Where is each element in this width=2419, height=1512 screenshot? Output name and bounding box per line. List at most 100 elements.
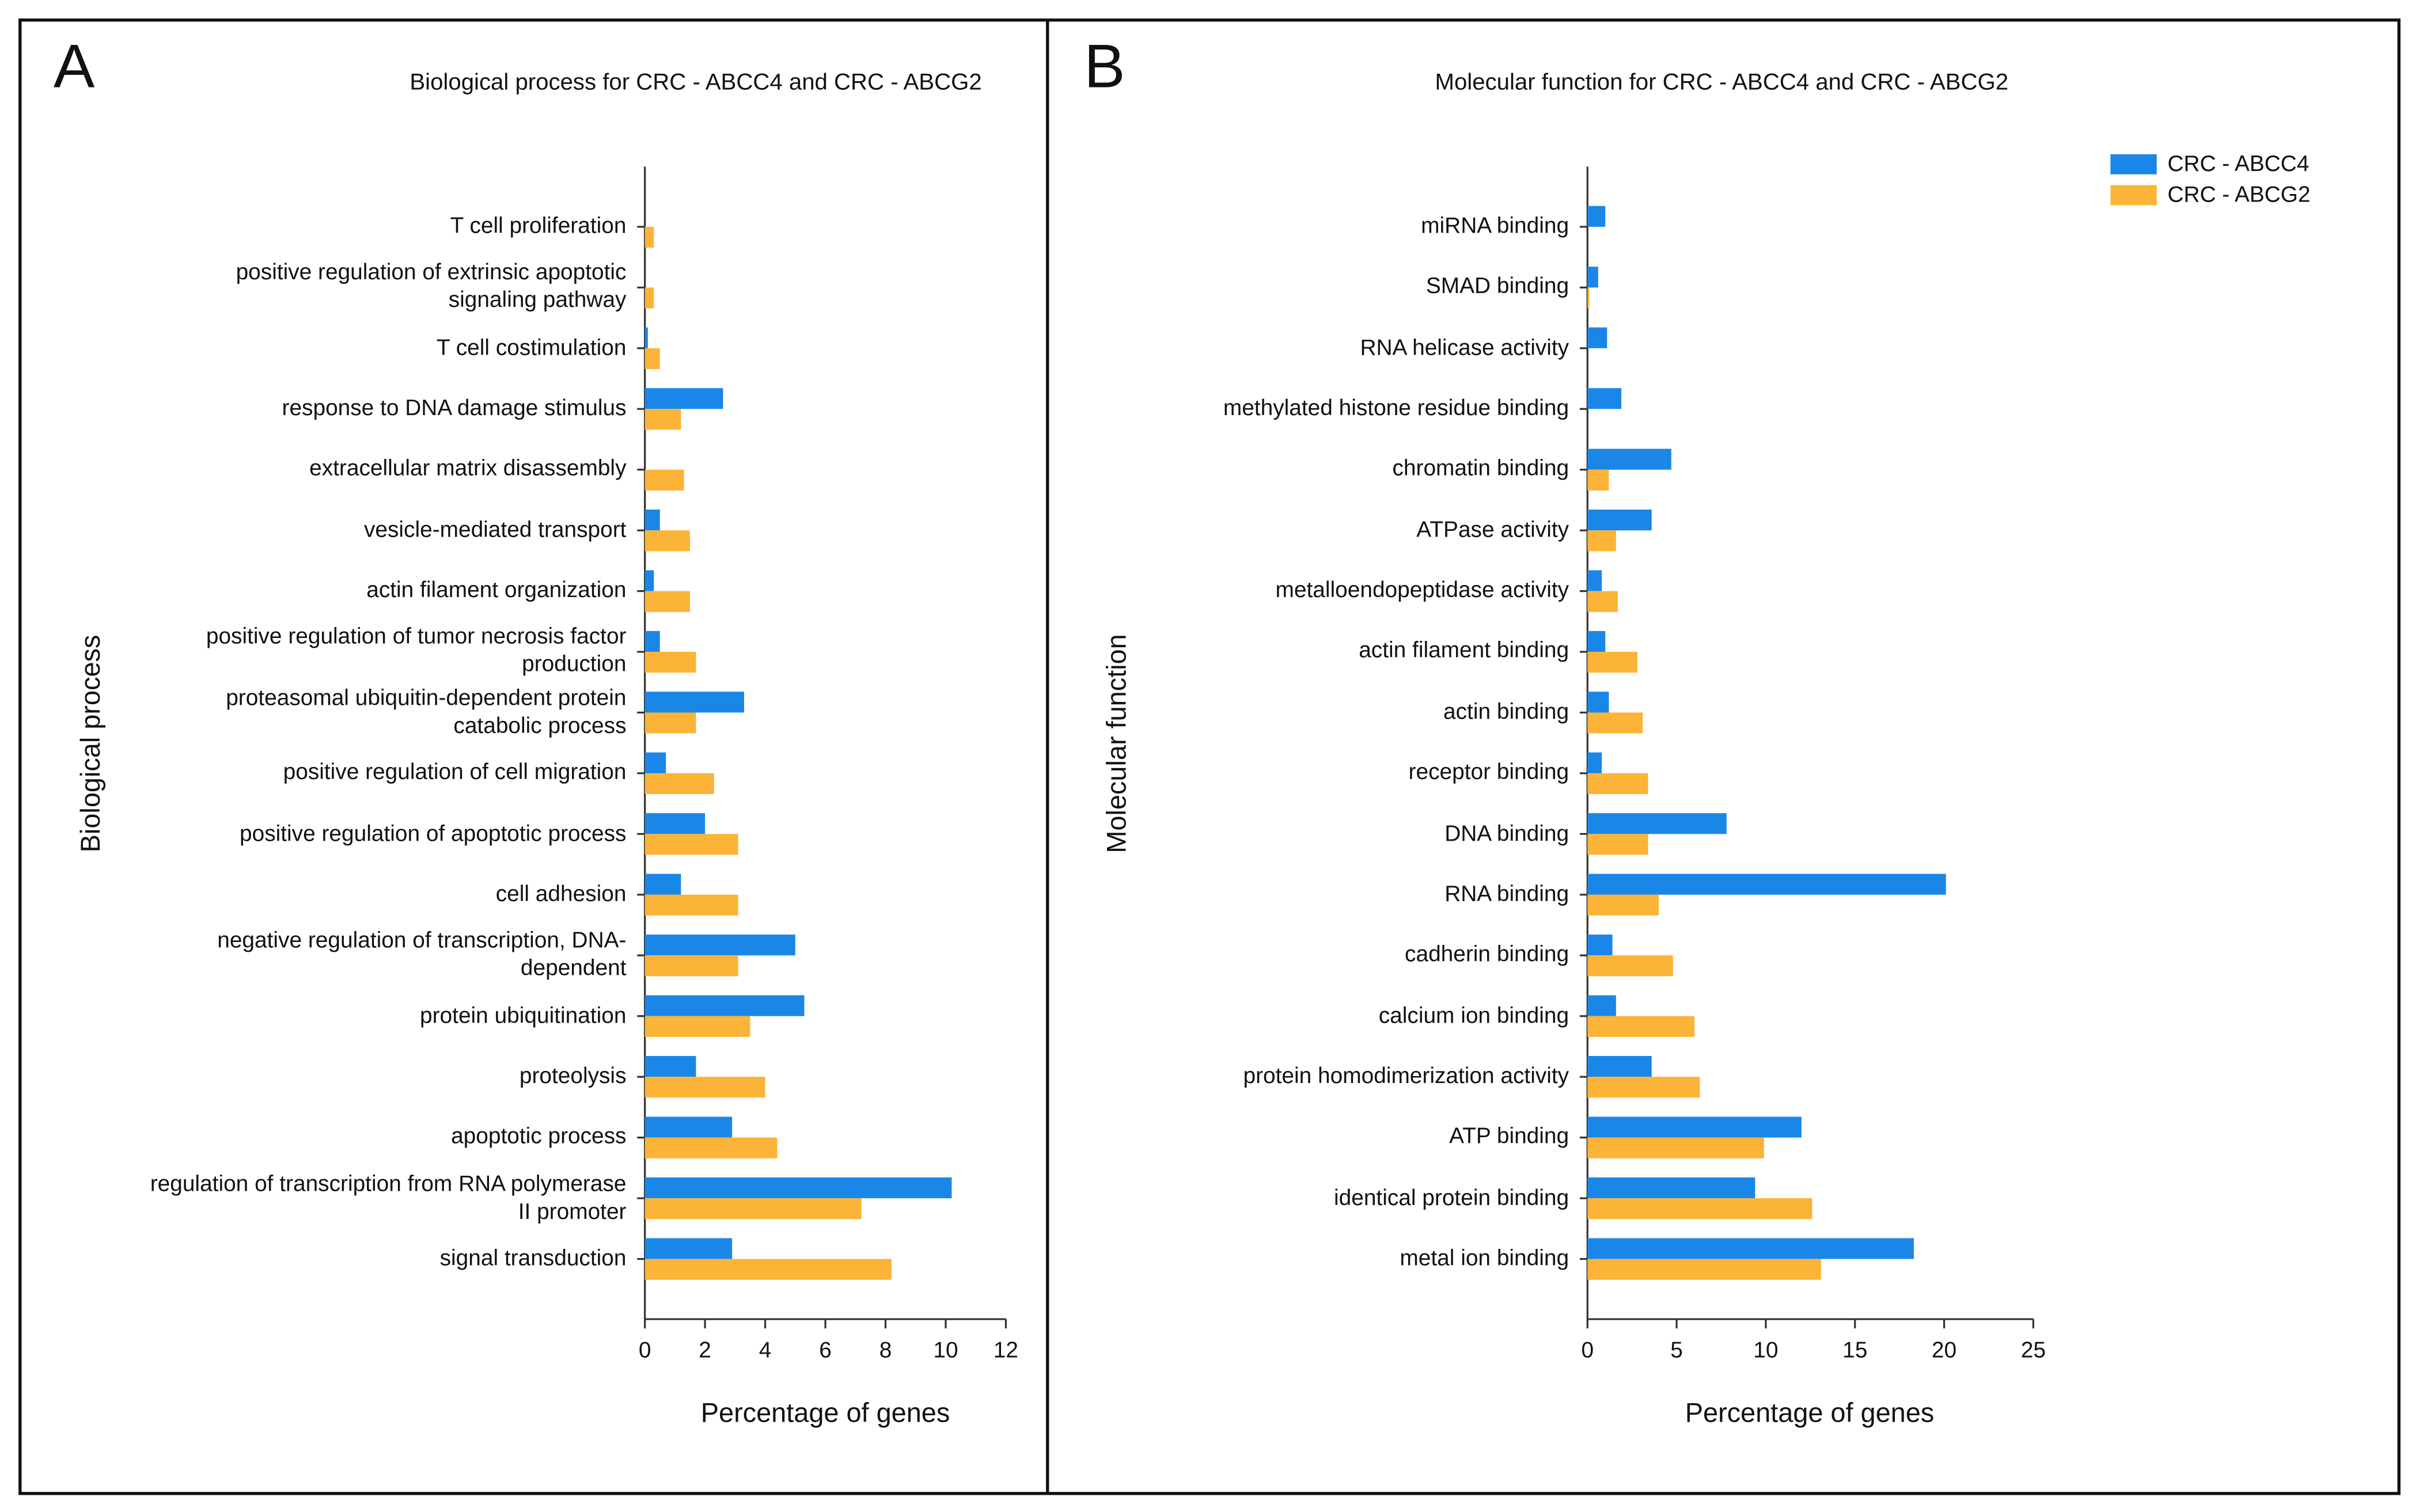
y-tick-label-box: positive regulation of apoptotic process: [148, 803, 626, 865]
y-tick-label: protein homodimerization activity: [1243, 1064, 1569, 1089]
y-tick-label: calcium ion binding: [1378, 1004, 1569, 1029]
y-tick-label-box: proteolysis: [520, 1065, 627, 1089]
bar: [644, 752, 666, 773]
y-tick-label: proteasomal ubiquitin-dependent protein …: [226, 686, 627, 739]
y-tick-label-box: chromatin binding: [1091, 439, 1569, 500]
bar: [1587, 509, 1652, 531]
y-tick-label: identical protein binding: [1334, 1186, 1569, 1211]
y-tick-label: positive regulation of apoptotic process: [240, 821, 627, 846]
bar: [644, 1177, 952, 1199]
frame: [18, 18, 2401, 1495]
bar: [644, 1077, 765, 1098]
y-tick-label-box: methylated histone residue binding: [1223, 397, 1569, 421]
bar: [1587, 834, 1648, 855]
y-tick-label: positive regulation of tumor necrosis fa…: [206, 625, 627, 678]
bar: [1587, 1177, 1756, 1199]
bar: [1587, 1116, 1802, 1138]
y-tick-label-box: ATP binding: [1091, 1107, 1569, 1168]
bar: [1587, 469, 1609, 491]
bar: [644, 348, 660, 369]
y-tick-label-wrap: metalloendopeptidase activity: [1091, 560, 1569, 622]
bar: [644, 469, 684, 491]
y-tick-label-box: protein ubiquitination: [420, 1004, 627, 1029]
bar: [644, 813, 706, 834]
y-tick-label-box: actin filament organization: [366, 579, 626, 603]
bar: [644, 692, 745, 713]
bar: [1587, 773, 1648, 795]
y-tick-label-wrap: cadherin binding: [1091, 925, 1569, 986]
x-tick-label: 0: [639, 1338, 651, 1363]
bar: [644, 894, 738, 916]
bar: [644, 1056, 696, 1077]
bar: [644, 995, 805, 1016]
y-tick-label: ATP binding: [1449, 1125, 1569, 1150]
y-tick-label-wrap: identical protein binding: [1091, 1167, 1569, 1229]
bar: [1587, 570, 1602, 591]
bar: [644, 712, 696, 734]
bar: [1587, 267, 1598, 288]
y-tick-label-wrap: cell adhesion: [148, 864, 627, 925]
y-tick-label-box: T cell proliferation: [450, 214, 627, 239]
y-tick-label-box: RNA helicase activity: [1360, 336, 1569, 360]
y-tick-label-wrap: ATPase activity: [1091, 500, 1569, 561]
bar: [644, 570, 654, 591]
y-tick-label: positive regulation of cell migration: [283, 761, 627, 786]
x-tick-label: 8: [879, 1338, 892, 1363]
legend-label: CRC - ABCC4: [2167, 151, 2309, 176]
x-tick-label: 2: [699, 1338, 711, 1363]
y-tick-label: apoptotic process: [451, 1125, 627, 1150]
y-tick-label: signal transduction: [439, 1247, 627, 1271]
y-tick-label-wrap: positive regulation of extrinsic apoptot…: [148, 257, 627, 318]
y-tick-label: positive regulation of extrinsic apoptot…: [236, 261, 627, 314]
y-tick-label-wrap: ATP binding: [1091, 1107, 1569, 1168]
y-tick-label-wrap: miRNA binding: [1091, 196, 1569, 257]
bar: [1587, 692, 1609, 713]
y-tick-label: metalloendopeptidase activity: [1275, 579, 1569, 604]
y-tick-label-wrap: calcium ion binding: [1091, 985, 1569, 1047]
y-tick-label-wrap: chromatin binding: [1091, 439, 1569, 500]
y-tick-label: response to DNA damage stimulus: [282, 396, 627, 421]
bar: [1587, 752, 1602, 773]
y-tick-label-box: SMAD binding: [1425, 275, 1569, 300]
y-tick-label-wrap: signal transduction: [148, 1228, 627, 1290]
bar: [644, 955, 738, 977]
panel-label: A: [54, 32, 95, 101]
bar: [1587, 1137, 1764, 1158]
bar: [644, 773, 714, 795]
y-tick-label: SMAD binding: [1425, 275, 1569, 300]
y-tick-label: actin binding: [1443, 700, 1569, 725]
y-tick-label-box: signal transduction: [148, 1228, 627, 1290]
y-tick-label-wrap: positive regulation of apoptotic process: [148, 803, 626, 865]
y-tick-label: T cell costimulation: [436, 336, 627, 361]
y-tick-label: protein ubiquitination: [420, 1004, 627, 1029]
bar: [644, 834, 738, 855]
bar: [644, 509, 660, 531]
y-tick-label-box: DNA binding: [1444, 822, 1569, 846]
bar: [1587, 1077, 1700, 1098]
y-tick-label: cell adhesion: [495, 882, 627, 907]
y-tick-label-box: proteasomal ubiquitin-dependent protein …: [148, 682, 626, 743]
bar: [1587, 934, 1613, 956]
x-axis-title: Percentage of genes: [701, 1398, 950, 1428]
y-tick-label-wrap: vesicle-mediated transport: [148, 500, 627, 561]
legend-label: CRC - ABCG2: [2167, 183, 2310, 207]
bar: [1587, 1259, 1821, 1280]
bar: [644, 226, 654, 248]
y-tick-label: regulation of transcription from RNA pol…: [150, 1172, 627, 1225]
x-tick-label: 10: [1753, 1338, 1778, 1363]
x-tick-label: 5: [1670, 1338, 1683, 1363]
y-tick-label-wrap: receptor binding: [1091, 742, 1569, 804]
y-tick-label-box: response to DNA damage stimulus: [282, 396, 627, 421]
y-tick-label-wrap: regulation of transcription from RNA pol…: [148, 1167, 627, 1229]
bar: [644, 1259, 892, 1280]
y-tick-label-box: ATPase activity: [1091, 500, 1569, 561]
y-tick-label-wrap: RNA binding: [1091, 864, 1569, 925]
y-tick-label-box: positive regulation of cell migration: [283, 761, 627, 786]
y-tick-label-wrap: proteasomal ubiquitin-dependent protein …: [148, 682, 626, 743]
y-tick-label: metal ion binding: [1400, 1247, 1569, 1271]
panel-label: B: [1084, 32, 1125, 101]
x-tick-label: 6: [819, 1338, 832, 1363]
y-tick-label-box: metal ion binding: [1400, 1247, 1569, 1271]
